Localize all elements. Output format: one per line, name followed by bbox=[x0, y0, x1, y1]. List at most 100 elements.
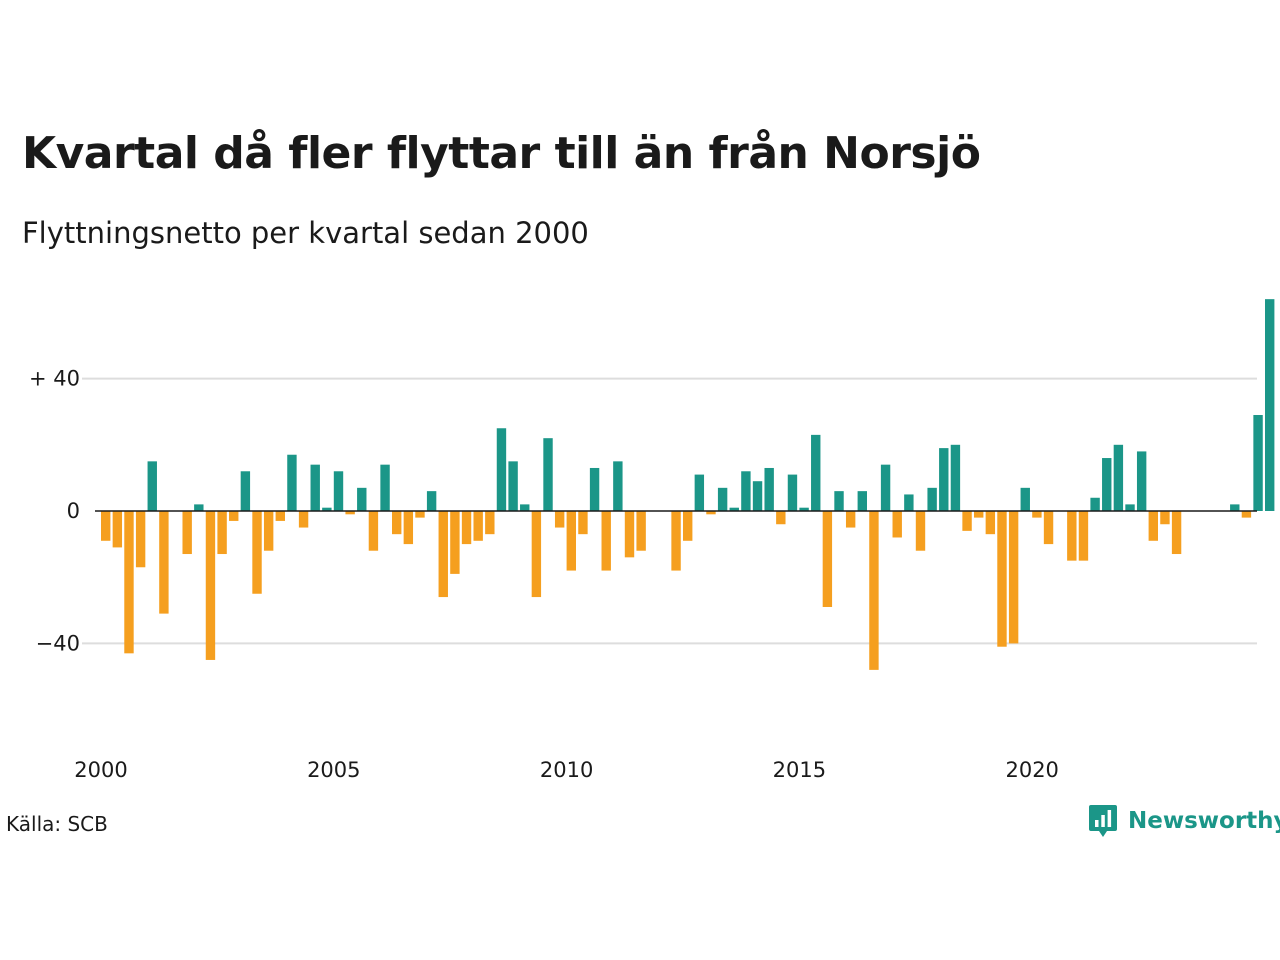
bar bbox=[1230, 504, 1240, 511]
bar bbox=[147, 461, 157, 511]
chart-subtitle: Flyttningsnetto per kvartal sedan 2000 bbox=[22, 216, 589, 250]
x-tick-label: 2000 bbox=[74, 758, 127, 782]
bar bbox=[543, 438, 553, 511]
chart-title: Kvartal då fler flyttar till än från Nor… bbox=[22, 128, 981, 179]
bar bbox=[834, 491, 844, 511]
bar bbox=[776, 511, 786, 525]
bar bbox=[671, 511, 681, 571]
bar bbox=[1102, 458, 1112, 511]
brand-name: Newsworthy bbox=[1128, 808, 1280, 834]
bar bbox=[927, 487, 937, 511]
bar bbox=[461, 511, 472, 545]
bar bbox=[683, 511, 693, 541]
bar bbox=[857, 491, 867, 511]
brand-logo: Newsworthy bbox=[1088, 803, 1280, 839]
bar bbox=[473, 511, 483, 541]
bar bbox=[135, 511, 146, 568]
bar bbox=[438, 511, 448, 598]
bar bbox=[939, 448, 949, 511]
y-tick-label: + 40 bbox=[29, 367, 80, 391]
bar bbox=[554, 511, 565, 528]
bar bbox=[1113, 444, 1124, 511]
bar bbox=[1125, 504, 1135, 511]
bar bbox=[1265, 299, 1275, 511]
bar bbox=[950, 444, 961, 511]
bar-chart: + 40 0 −40 2000 2005 2010 2015 2020 bbox=[29, 299, 1275, 782]
bar bbox=[1032, 511, 1042, 518]
bar bbox=[194, 504, 204, 511]
bar bbox=[380, 464, 390, 511]
x-tick-label: 2015 bbox=[773, 758, 826, 782]
bar bbox=[764, 467, 774, 511]
y-tick-label: −40 bbox=[36, 631, 80, 655]
bar bbox=[485, 511, 495, 535]
bar-chart-speech-bubble-icon bbox=[1089, 805, 1117, 837]
bar bbox=[1043, 511, 1054, 545]
bar bbox=[845, 511, 856, 528]
bar bbox=[880, 464, 891, 511]
bar bbox=[694, 474, 705, 511]
bar bbox=[508, 461, 518, 511]
bar bbox=[1020, 487, 1030, 511]
bar bbox=[915, 511, 926, 551]
bar bbox=[263, 511, 274, 551]
bar bbox=[1160, 511, 1170, 525]
bar bbox=[101, 511, 111, 541]
bar bbox=[392, 511, 402, 535]
bar bbox=[333, 471, 344, 511]
bar bbox=[974, 511, 984, 518]
bar bbox=[892, 511, 902, 538]
source-note: Källa: SCB bbox=[6, 812, 108, 836]
bar bbox=[601, 511, 611, 571]
x-tick-label: 2005 bbox=[307, 758, 360, 782]
bar bbox=[310, 464, 320, 511]
bar bbox=[275, 511, 285, 521]
bar bbox=[1136, 451, 1147, 511]
bar bbox=[182, 511, 192, 555]
bar bbox=[1078, 511, 1089, 561]
y-axis-labels: + 40 0 −40 bbox=[29, 367, 80, 656]
bar bbox=[1241, 511, 1252, 518]
bar bbox=[450, 511, 460, 574]
bar bbox=[787, 474, 798, 511]
bar bbox=[426, 491, 437, 511]
bar bbox=[613, 461, 623, 511]
y-tick-label: 0 bbox=[67, 499, 80, 523]
bar bbox=[229, 511, 239, 521]
bar bbox=[1148, 511, 1158, 541]
bar bbox=[345, 511, 355, 515]
bar bbox=[985, 511, 996, 535]
bar bbox=[531, 511, 542, 598]
bar bbox=[240, 471, 251, 511]
bar bbox=[1067, 511, 1077, 561]
bar bbox=[822, 511, 833, 607]
bar bbox=[217, 511, 227, 555]
bar bbox=[124, 511, 134, 654]
bar bbox=[368, 511, 379, 551]
bar bbox=[997, 511, 1007, 647]
bar bbox=[112, 511, 123, 548]
bar bbox=[1171, 511, 1182, 555]
bar bbox=[252, 511, 262, 594]
bar bbox=[1253, 415, 1263, 511]
bar bbox=[624, 511, 635, 558]
bar bbox=[636, 511, 646, 551]
bar bbox=[496, 428, 507, 511]
bar bbox=[904, 494, 914, 511]
x-tick-label: 2020 bbox=[1005, 758, 1058, 782]
bar bbox=[589, 467, 600, 511]
bar bbox=[752, 481, 763, 511]
bar bbox=[799, 507, 809, 511]
bar bbox=[1008, 511, 1019, 644]
bar bbox=[566, 511, 576, 571]
bar bbox=[287, 454, 297, 511]
bar bbox=[962, 511, 972, 531]
bar bbox=[298, 511, 309, 528]
bar bbox=[415, 511, 425, 518]
bars bbox=[101, 299, 1275, 670]
bar bbox=[706, 511, 716, 515]
bar bbox=[811, 434, 821, 511]
x-tick-label: 2010 bbox=[540, 758, 593, 782]
gridlines bbox=[82, 377, 1257, 645]
bar bbox=[741, 471, 751, 511]
